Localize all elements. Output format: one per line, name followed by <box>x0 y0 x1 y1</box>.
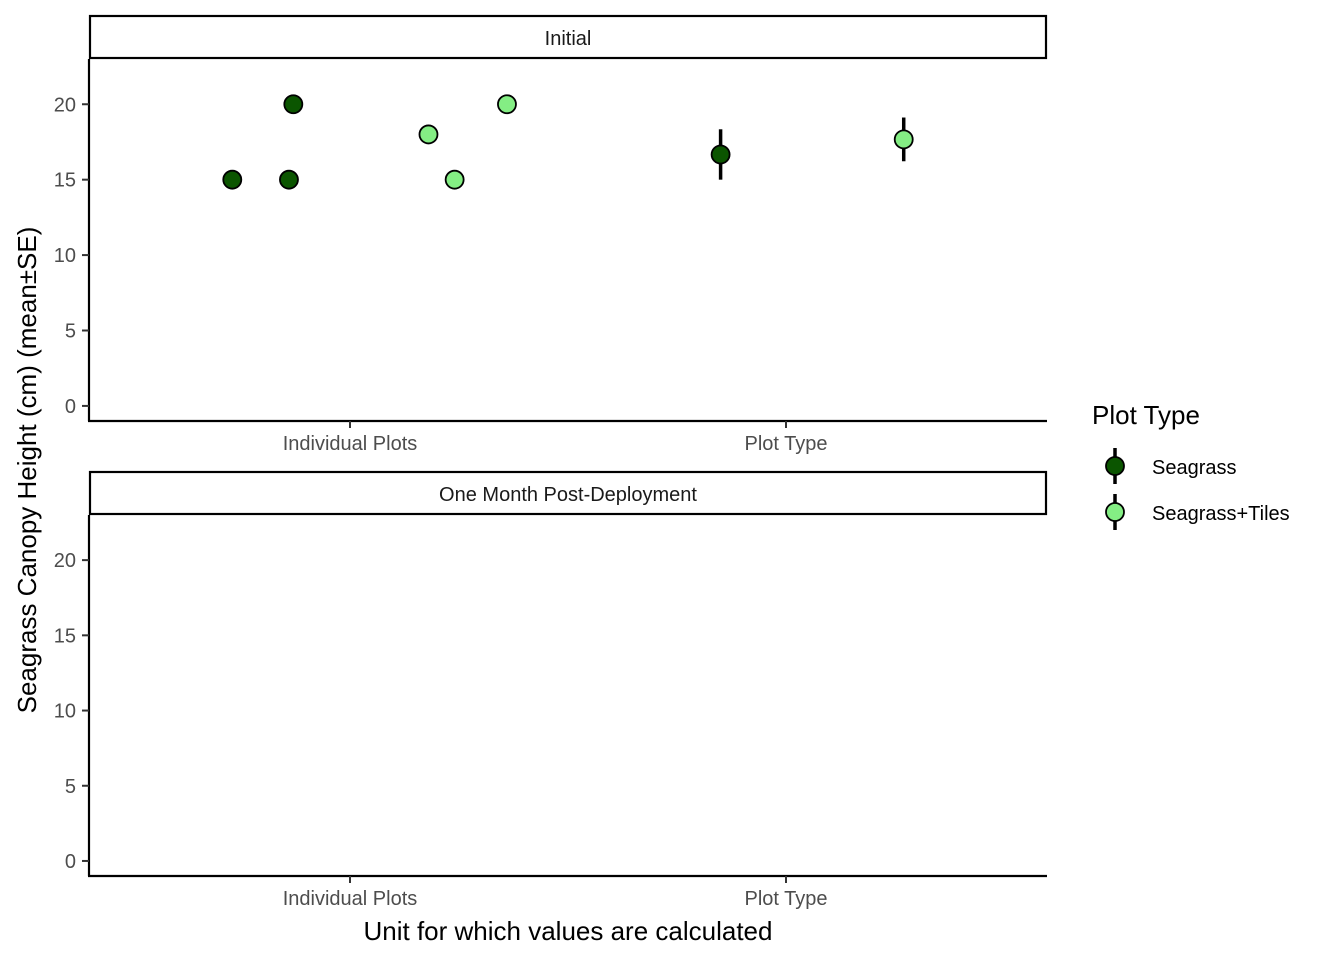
legend: Plot Type Seagrass Seagrass+Tiles <box>1092 400 1290 530</box>
x-ticks: Individual Plots Plot Type <box>283 876 828 910</box>
y-tick-label: 5 <box>65 321 76 343</box>
y-tick-label: 0 <box>65 851 76 873</box>
y-ticks: 0 5 10 15 20 <box>54 550 89 873</box>
data-point <box>893 129 914 150</box>
legend-title: Plot Type <box>1092 400 1200 430</box>
strip-label: One Month Post-Deployment <box>439 484 697 506</box>
data-point <box>222 169 243 190</box>
data-point <box>283 94 304 115</box>
data-point <box>444 169 465 190</box>
x-tick-label: Individual Plots <box>283 433 418 455</box>
y-tick-label: 15 <box>54 625 76 647</box>
data-marks <box>222 94 914 190</box>
y-tick-label: 0 <box>65 396 76 418</box>
y-axis-title: Seagrass Canopy Height (cm) (mean±SE) <box>12 227 42 714</box>
legend-label: Seagrass+Tiles <box>1152 503 1290 525</box>
legend-entries: Seagrass Seagrass+Tiles <box>1105 448 1290 530</box>
data-point <box>497 94 517 115</box>
strip-background <box>88 470 1048 516</box>
data-point <box>279 169 299 190</box>
x-tick-label: Plot Type <box>744 888 827 910</box>
y-tick-label: 20 <box>54 550 76 572</box>
strip-label: Initial <box>545 28 592 50</box>
panel-initial: Initial 0 5 10 15 20 Individual Plots Plot Ty… <box>54 14 1048 455</box>
x-tick-label: Individual Plots <box>283 888 418 910</box>
x-axis-title: Unit for which values are calculated <box>364 916 773 946</box>
strip-background <box>88 14 1048 60</box>
y-ticks: 0 5 10 15 20 <box>54 94 89 418</box>
y-tick-label: 5 <box>65 776 76 798</box>
data-point <box>418 124 439 145</box>
x-ticks: Individual Plots Plot Type <box>283 421 828 455</box>
y-tick-label: 10 <box>54 701 76 723</box>
y-tick-label: 20 <box>54 94 76 116</box>
panel-one-month: One Month Post-Deployment 0 5 10 15 20 Indiv… <box>54 470 1048 910</box>
data-point <box>710 144 731 165</box>
legend-swatch <box>1105 502 1125 522</box>
y-tick-label: 10 <box>54 245 76 267</box>
legend-label: Seagrass <box>1152 457 1237 479</box>
legend-swatch <box>1105 456 1125 476</box>
y-tick-label: 15 <box>54 170 76 192</box>
x-tick-label: Plot Type <box>744 433 827 455</box>
